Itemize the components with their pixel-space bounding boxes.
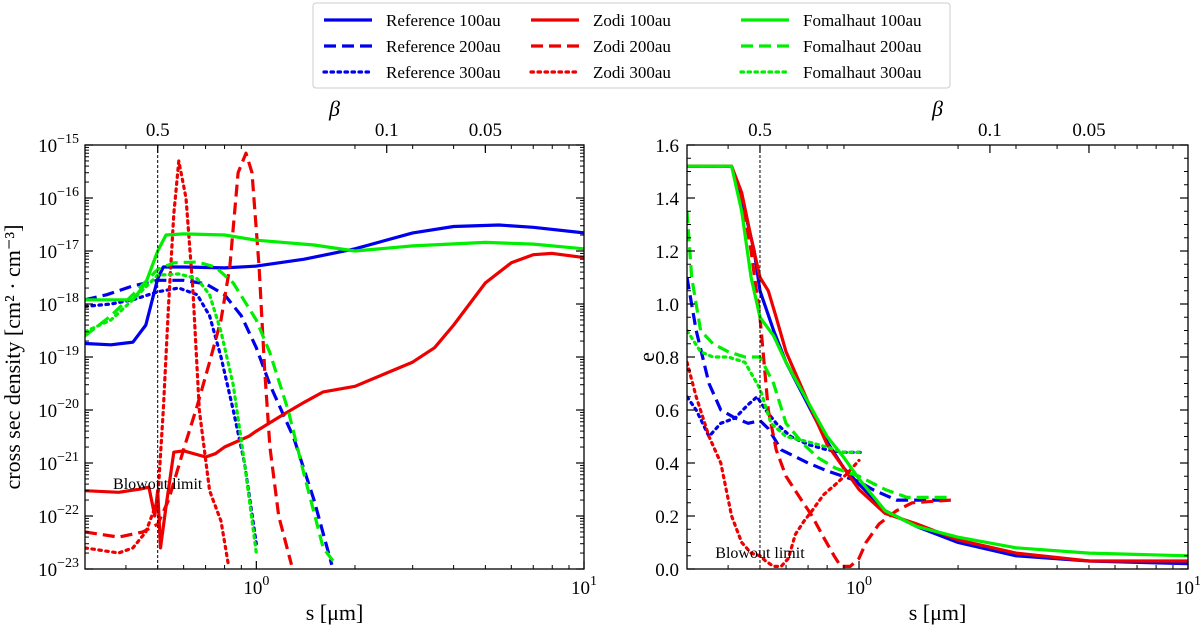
x-axis-label: s [μm]: [306, 600, 364, 625]
legend-label: Fomalhaut 200au: [803, 37, 922, 56]
beta-tick-label: 0.5: [748, 120, 772, 141]
y-tick-label: 0.4: [655, 454, 679, 475]
minor-ticks: [84, 145, 584, 569]
series-line-zodi-100au: [687, 164, 1188, 563]
x-tick-label-base: 10: [243, 578, 262, 599]
legend-label: Reference 300au: [386, 63, 501, 82]
x-tick-label-base: 10: [571, 578, 590, 599]
legend-label: Reference 200au: [386, 37, 501, 56]
beta-tick-label: 0.05: [1072, 120, 1105, 141]
series-line-zodi-100au: [85, 251, 584, 550]
y-tick-label-base: 10: [38, 295, 57, 316]
y-tick-label-exp: −15: [57, 132, 79, 147]
beta-tick-label: 0.05: [469, 120, 502, 141]
series-line-fomalhaut-300au: [85, 272, 258, 555]
blowout-label: Blowout limit: [113, 476, 203, 493]
y-tick-label-base: 10: [38, 348, 57, 369]
series-line-fomalhaut-300au: [687, 328, 864, 454]
legend-label: Zodi 200au: [593, 37, 671, 56]
x-tick-label-exp: 0: [865, 574, 872, 589]
y-tick-label-exp: −17: [57, 238, 79, 253]
y-tick-label: 10−20: [38, 397, 79, 422]
y-tick-label: 1.0: [655, 295, 679, 316]
series-line-reference-200au: [687, 277, 951, 502]
legend: Reference 100au Reference 200au Reference …: [312, 2, 951, 89]
x-tick-label-base: 10: [1175, 578, 1194, 599]
series-line-reference-200au: [85, 278, 334, 566]
beta-axis-label: β: [328, 96, 340, 121]
series-line-fomalhaut-100au: [687, 164, 1188, 558]
y-tick-label: 1.6: [655, 136, 679, 157]
legend-label: Zodi 100au: [593, 11, 671, 30]
beta-tick-label: 0.1: [375, 120, 399, 141]
y-tick-label: 10−17: [38, 238, 79, 263]
y-tick-label-exp: −16: [57, 185, 79, 200]
y-tick-label: 10−18: [38, 291, 79, 316]
x-tick-label-base: 10: [846, 578, 865, 599]
y-tick-label: 10−22: [38, 503, 79, 528]
x-tick-label-exp: 1: [590, 574, 597, 589]
y-tick-label: 0.2: [655, 507, 679, 528]
x-tick-label-exp: 1: [1194, 574, 1200, 589]
y-tick-label: 10−15: [38, 132, 79, 157]
y-tick-label: 1.2: [655, 242, 679, 263]
x-tick-label: 100: [846, 574, 872, 599]
series-line-fomalhaut-100au: [85, 232, 584, 302]
y-axis-label: e: [634, 352, 659, 362]
y-tick-label-base: 10: [38, 401, 57, 422]
series-line-reference-100au: [85, 223, 584, 347]
legend-label: Fomalhaut 100au: [803, 11, 922, 30]
y-tick-label-base: 10: [38, 454, 57, 475]
x-tick-label: 101: [1175, 574, 1200, 599]
y-tick-label-exp: −22: [57, 503, 79, 518]
x-axis-label: s [μm]: [909, 600, 967, 625]
y-tick-label: 0.6: [655, 401, 679, 422]
series-group: [687, 164, 1188, 568]
series-line-zodi-300au: [687, 360, 861, 568]
x-tick-label-exp: 0: [262, 574, 269, 589]
y-tick-label-base: 10: [38, 560, 57, 581]
legend-label: Fomalhaut 300au: [803, 63, 922, 82]
y-tick-label: 10−19: [38, 344, 79, 369]
y-tick-label: 0.0: [655, 560, 679, 581]
y-tick-label-exp: −19: [57, 344, 79, 359]
legend-frame: [312, 2, 951, 89]
legend-label: Zodi 300au: [593, 63, 671, 82]
y-tick-label-exp: −20: [57, 397, 79, 412]
y-tick-label-exp: −18: [57, 291, 79, 306]
x-tick-label: 100: [243, 574, 269, 599]
x-tick-label: 101: [571, 574, 597, 599]
series-line-reference-300au: [85, 286, 258, 546]
beta-tick-label: 0.1: [978, 120, 1002, 141]
series-line-zodi-200au: [687, 164, 951, 568]
series-line-zodi-200au: [85, 151, 294, 566]
series-line-fomalhaut-200au: [687, 211, 951, 499]
y-tick-label: 0.8: [655, 348, 679, 369]
beta-axis-label: β: [931, 96, 943, 121]
series-line-reference-100au: [687, 164, 1188, 566]
y-tick-label: 10−21: [38, 450, 79, 475]
y-tick-label-base: 10: [38, 242, 57, 263]
y-tick-label-base: 10: [38, 507, 57, 528]
beta-tick-label: 0.5: [146, 120, 170, 141]
series-line-fomalhaut-200au: [85, 260, 338, 566]
series-line-reference-300au: [687, 395, 864, 454]
y-tick-label-exp: −21: [57, 450, 79, 465]
y-tick-label-base: 10: [38, 189, 57, 210]
y-axis-label: cross sec density [cm² · cm⁻³]: [0, 225, 25, 490]
blowout-label: Blowout limit: [715, 545, 805, 562]
y-tick-label-base: 10: [38, 136, 57, 157]
y-tick-label: 10−16: [38, 185, 79, 210]
y-tick-label-exp: −23: [57, 556, 79, 571]
legend-label: Reference 100au: [386, 11, 501, 30]
series-line-zodi-300au: [85, 159, 230, 565]
y-tick-label: 1.4: [655, 189, 679, 210]
y-tick-label: 10−23: [38, 556, 79, 581]
series-group: [85, 151, 584, 566]
